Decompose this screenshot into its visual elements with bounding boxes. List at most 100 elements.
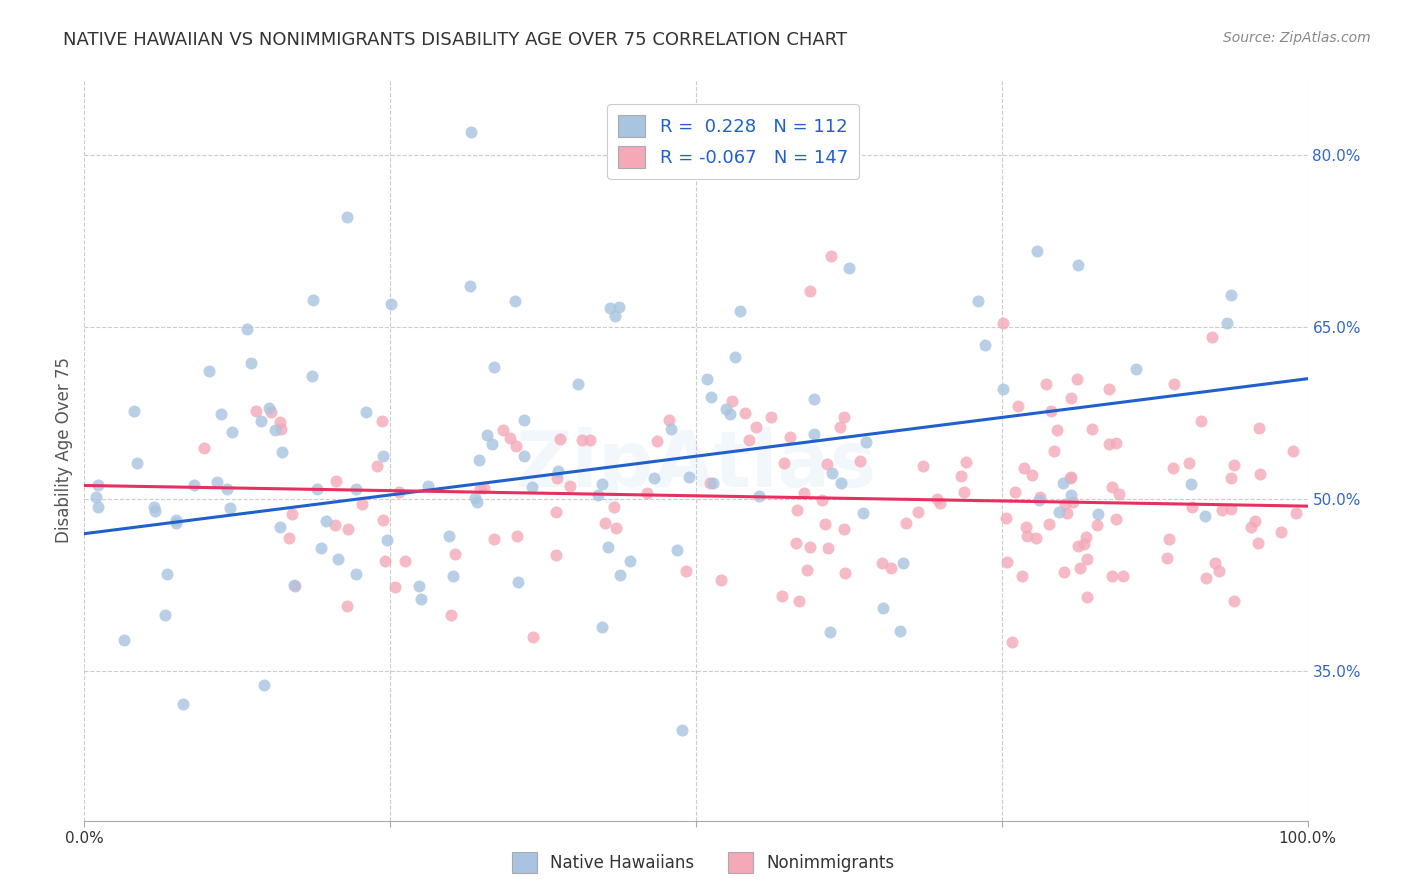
Point bbox=[1054, 498, 1077, 512]
Point bbox=[820, 625, 842, 640]
Point bbox=[1085, 517, 1108, 532]
Point bbox=[371, 449, 394, 463]
Point bbox=[1101, 479, 1123, 493]
Point bbox=[799, 540, 821, 554]
Point bbox=[366, 458, 388, 473]
Point bbox=[1219, 471, 1241, 485]
Point bbox=[472, 481, 495, 495]
Point bbox=[678, 470, 700, 484]
Point bbox=[323, 517, 346, 532]
Point bbox=[820, 248, 842, 262]
Point bbox=[571, 434, 593, 448]
Point bbox=[700, 390, 723, 404]
Point bbox=[734, 406, 756, 420]
Point bbox=[1011, 569, 1033, 583]
Point bbox=[815, 457, 838, 471]
Point bbox=[127, 456, 149, 470]
Point bbox=[1180, 476, 1202, 491]
Point bbox=[508, 574, 530, 589]
Point bbox=[302, 293, 325, 307]
Point bbox=[1073, 537, 1095, 551]
Point bbox=[994, 510, 1017, 524]
Point bbox=[283, 577, 305, 591]
Point bbox=[271, 445, 294, 459]
Text: NATIVE HAWAIIAN VS NONIMMIGRANTS DISABILITY AGE OVER 75 CORRELATION CHART: NATIVE HAWAIIAN VS NONIMMIGRANTS DISABIL… bbox=[63, 31, 848, 49]
Point bbox=[513, 413, 536, 427]
Point bbox=[810, 492, 832, 507]
Point bbox=[165, 516, 187, 530]
Legend: Native Hawaiians, Nonimmigrants: Native Hawaiians, Nonimmigrants bbox=[505, 846, 901, 880]
Point bbox=[217, 482, 239, 496]
Point bbox=[1194, 508, 1216, 523]
Point bbox=[702, 476, 724, 491]
Point bbox=[153, 607, 176, 622]
Point bbox=[636, 485, 658, 500]
Point bbox=[354, 405, 377, 419]
Point bbox=[257, 401, 280, 415]
Point bbox=[307, 482, 329, 496]
Point bbox=[408, 579, 430, 593]
Point bbox=[1101, 569, 1123, 583]
Point bbox=[465, 495, 488, 509]
Point bbox=[1098, 382, 1121, 396]
Point bbox=[991, 316, 1014, 330]
Point bbox=[821, 466, 844, 480]
Point bbox=[278, 531, 301, 545]
Point bbox=[350, 497, 373, 511]
Point bbox=[1247, 536, 1270, 550]
Point bbox=[855, 435, 877, 450]
Point bbox=[1004, 484, 1026, 499]
Point bbox=[1244, 514, 1267, 528]
Point bbox=[995, 555, 1018, 569]
Point bbox=[880, 561, 903, 575]
Point bbox=[240, 356, 263, 370]
Point bbox=[1038, 516, 1060, 531]
Point bbox=[546, 471, 568, 485]
Point bbox=[1001, 635, 1024, 649]
Point bbox=[1062, 494, 1084, 508]
Point bbox=[143, 500, 166, 515]
Point bbox=[1223, 594, 1246, 608]
Point bbox=[927, 491, 949, 506]
Point bbox=[696, 372, 718, 386]
Point bbox=[814, 517, 837, 532]
Point bbox=[86, 490, 108, 504]
Point bbox=[236, 322, 259, 336]
Point bbox=[609, 300, 631, 314]
Point bbox=[1222, 458, 1244, 472]
Point bbox=[671, 723, 693, 738]
Text: ZipAtlas: ZipAtlas bbox=[516, 427, 876, 503]
Point bbox=[1104, 436, 1126, 450]
Point bbox=[245, 404, 267, 418]
Point bbox=[1053, 565, 1076, 579]
Point bbox=[728, 304, 751, 318]
Point bbox=[799, 285, 821, 299]
Point bbox=[803, 392, 825, 407]
Point bbox=[817, 541, 839, 555]
Point bbox=[492, 423, 515, 437]
Point bbox=[219, 500, 242, 515]
Point bbox=[1064, 59, 1087, 73]
Point bbox=[852, 506, 875, 520]
Point bbox=[1060, 391, 1083, 405]
Point bbox=[1125, 361, 1147, 376]
Point bbox=[603, 309, 626, 323]
Point bbox=[1220, 288, 1243, 302]
Point bbox=[1281, 444, 1303, 458]
Point bbox=[409, 592, 432, 607]
Point bbox=[1181, 500, 1204, 515]
Point bbox=[974, 338, 997, 352]
Point bbox=[1208, 564, 1230, 578]
Point bbox=[1163, 376, 1185, 391]
Point bbox=[269, 520, 291, 534]
Point bbox=[929, 496, 952, 510]
Point bbox=[499, 431, 522, 445]
Point bbox=[748, 489, 770, 503]
Point bbox=[770, 590, 793, 604]
Point bbox=[870, 556, 893, 570]
Point bbox=[591, 619, 613, 633]
Point bbox=[1081, 422, 1104, 436]
Text: Source: ZipAtlas.com: Source: ZipAtlas.com bbox=[1223, 31, 1371, 45]
Point bbox=[1270, 524, 1292, 539]
Point bbox=[1056, 506, 1078, 520]
